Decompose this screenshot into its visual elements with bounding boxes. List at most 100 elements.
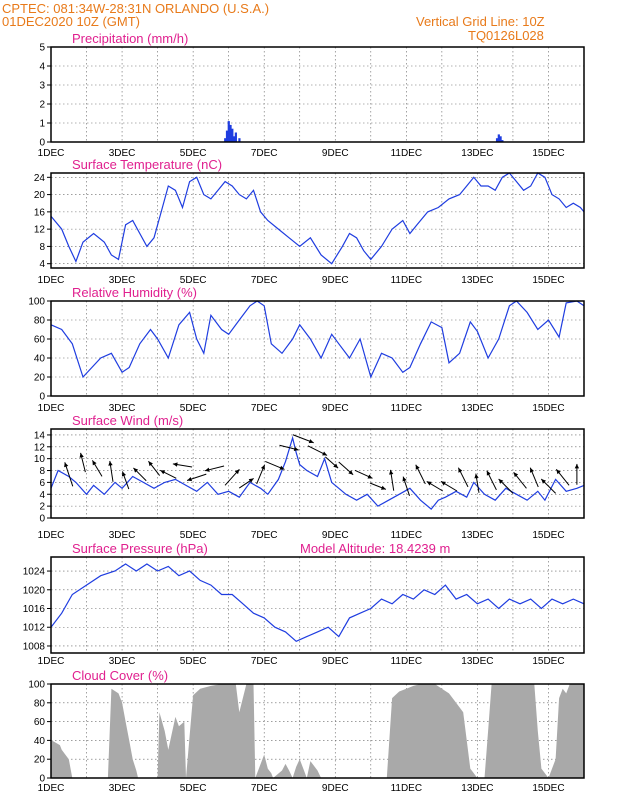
wind-arrow-head — [148, 461, 153, 467]
wind-arrow-head — [380, 485, 386, 490]
temperature-xtick-label: 15DEC — [532, 275, 564, 286]
pressure-xtick-label: 11DEC — [391, 656, 423, 667]
temperature-title: Surface Temperature (nC) — [72, 157, 222, 172]
wind-ytick-label: 6 — [39, 478, 45, 489]
wind-arrow-head — [92, 460, 97, 466]
wind-xtick-label: 1DEC — [38, 530, 65, 541]
humidity-ytick-label: 80 — [34, 316, 46, 327]
temperature-xtick-label: 1DEC — [38, 275, 65, 286]
wind-xtick-label: 13DEC — [461, 530, 493, 541]
precipitation-ytick-label: 2 — [39, 100, 45, 111]
wind-arrow-head — [389, 469, 394, 475]
wind-arrow-head — [529, 467, 534, 473]
temperature-ytick-label: 24 — [34, 173, 46, 184]
wind-arrow-head — [172, 462, 178, 467]
humidity-ytick-label: 40 — [34, 354, 46, 365]
pressure-ytick-label: 1012 — [23, 623, 46, 634]
precipitation-bar — [231, 128, 234, 142]
wind-frame — [50, 428, 585, 519]
wind-arrow-head — [574, 463, 580, 469]
precipitation-bar — [499, 136, 502, 142]
humidity-xtick-label: 11DEC — [391, 403, 423, 414]
precipitation-xtick-label: 1DEC — [38, 148, 65, 159]
pressure-ytick-label: 1020 — [23, 585, 46, 596]
precipitation-ytick-label: 3 — [39, 81, 45, 92]
wind-ytick-label: 12 — [34, 442, 46, 453]
pressure-series-line — [50, 563, 585, 643]
wind-arrow-head — [367, 474, 373, 479]
wind-series-line — [50, 435, 585, 510]
wind-ytick-label: 2 — [39, 502, 45, 513]
wind-arrow-head — [260, 464, 265, 470]
wind-arrow-head — [187, 477, 193, 482]
temperature-xtick-label: 9DEC — [322, 275, 349, 286]
wind-arrow-head — [308, 439, 314, 444]
precipitation-bar — [224, 138, 227, 142]
precipitation-title: Precipitation (mm/h) — [72, 31, 188, 46]
temperature-ytick-label: 4 — [39, 259, 45, 270]
wind-xtick-label: 15DEC — [532, 530, 564, 541]
wind-arrow-head — [133, 467, 139, 473]
precipitation-xtick-label: 3DEC — [109, 148, 136, 159]
pressure-note: Model Altitude: 18.4239 m — [300, 541, 450, 556]
precipitation-xtick-label: 7DEC — [251, 148, 278, 159]
wind-arrow-head — [541, 479, 546, 484]
precipitation-bar — [232, 136, 236, 142]
temperature-ytick-label: 20 — [34, 190, 46, 201]
header-code: TQ0126L028 — [468, 28, 544, 43]
temperature-xtick-label: 5DEC — [180, 275, 207, 286]
pressure-frame — [50, 556, 585, 654]
wind-arrow-head — [121, 471, 127, 477]
humidity-title: Relative Humidity (%) — [72, 285, 197, 300]
wind-arrow-head — [322, 451, 328, 456]
wind-ytick-label: 0 — [39, 514, 45, 525]
pressure-xtick-label: 1DEC — [38, 656, 65, 667]
wind-title: Surface Wind (m/s) — [72, 413, 183, 428]
temperature-xtick-label: 11DEC — [391, 275, 423, 286]
pressure-xtick-label: 3DEC — [109, 656, 136, 667]
temperature-ytick-label: 16 — [34, 207, 46, 218]
cloud-cover-xtick-label: 9DEC — [322, 783, 349, 794]
cloud-cover-xtick-label: 15DEC — [532, 783, 564, 794]
precipitation-xtick-label: 15DEC — [532, 148, 564, 159]
header-date: 01DEC2020 10Z (GMT) — [2, 14, 140, 29]
wind-arrow-head — [458, 467, 463, 473]
temperature-xtick-label: 3DEC — [109, 275, 136, 286]
wind-ytick-label: 14 — [34, 430, 46, 441]
pressure-xtick-label: 5DEC — [180, 656, 207, 667]
temperature-xtick-label: 13DEC — [461, 275, 493, 286]
temperature-frame — [50, 172, 585, 269]
wind-arrow-head — [248, 478, 254, 483]
precipitation-xtick-label: 9DEC — [322, 148, 349, 159]
humidity-frame — [50, 300, 585, 397]
precipitation-ytick-label: 1 — [39, 119, 45, 130]
precipitation-ytick-label: 5 — [39, 43, 45, 54]
humidity-xtick-label: 7DEC — [251, 403, 278, 414]
precipitation-bar — [497, 134, 500, 142]
precipitation-xtick-label: 13DEC — [461, 148, 493, 159]
pressure-title: Surface Pressure (hPa) — [72, 541, 208, 556]
wind-arrow-head — [348, 470, 354, 475]
precipitation-bar — [238, 138, 241, 142]
wind-arrow-head — [486, 470, 491, 476]
cloud-cover-xtick-label: 7DEC — [251, 783, 278, 794]
wind-arrow-head — [279, 465, 285, 470]
pressure-ytick-label: 1008 — [23, 641, 46, 652]
wind-arrow-head — [556, 469, 561, 475]
cloud-cover-ytick-label: 0 — [39, 774, 45, 785]
humidity-ytick-label: 60 — [34, 335, 46, 346]
wind-arrow-head — [79, 452, 84, 458]
cloud-cover-title: Cloud Cover (%) — [72, 668, 168, 683]
wind-arrow-head — [333, 463, 339, 469]
cloud-cover-xtick-label: 3DEC — [109, 783, 136, 794]
precipitation-xtick-label: 5DEC — [180, 148, 207, 159]
wind-arrow-head — [402, 476, 407, 482]
wind-arrow-head — [234, 469, 240, 475]
humidity-xtick-label: 15DEC — [532, 403, 564, 414]
precipitation-bar — [234, 132, 237, 142]
cloud-cover-area — [51, 684, 584, 778]
precipitation-ytick-label: 4 — [39, 62, 45, 73]
cloud-cover-ytick-label: 80 — [34, 698, 46, 709]
wind-arrow-head — [498, 479, 504, 484]
cloud-cover-xtick-label: 11DEC — [391, 783, 423, 794]
